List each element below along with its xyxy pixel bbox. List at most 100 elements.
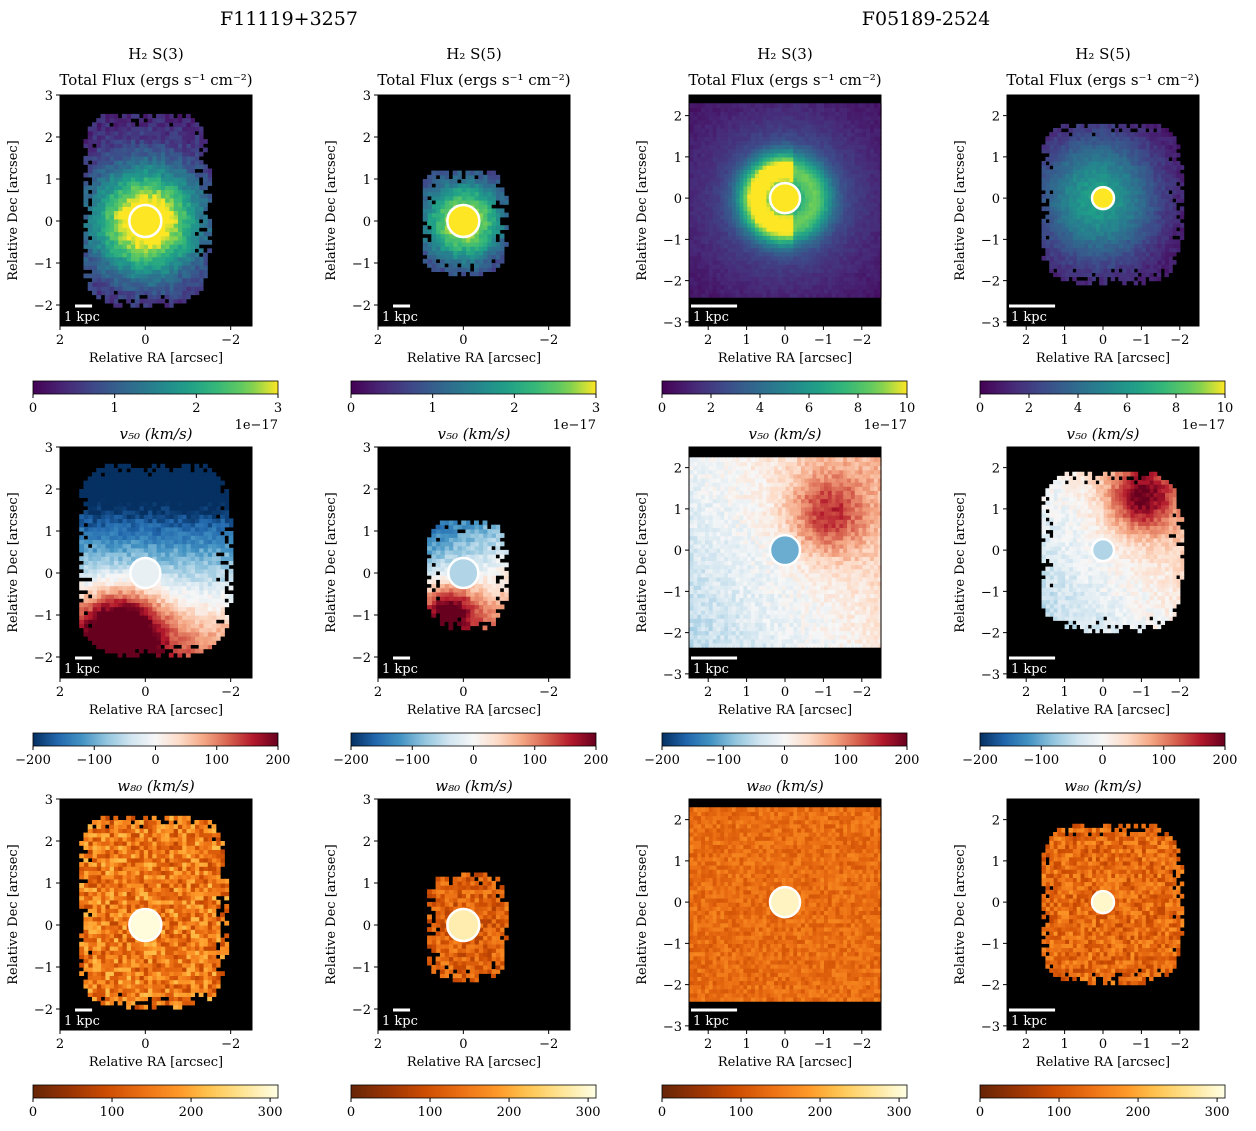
map-pixel bbox=[92, 277, 97, 283]
map-pixel bbox=[160, 227, 166, 233]
map-pixel bbox=[1110, 210, 1116, 216]
map-pixel bbox=[113, 113, 119, 119]
map-pixel bbox=[854, 148, 859, 154]
map-pixel bbox=[134, 281, 140, 287]
map-pixel bbox=[100, 176, 106, 182]
map-pixel bbox=[1129, 169, 1135, 174]
map-pixel bbox=[792, 227, 798, 232]
map-pixel bbox=[1145, 173, 1150, 179]
map-pixel bbox=[750, 169, 755, 174]
map-pixel bbox=[850, 107, 855, 113]
map-pixel bbox=[1091, 185, 1096, 191]
map-pixel bbox=[696, 276, 702, 282]
map-pixel bbox=[173, 151, 178, 157]
map-pixel bbox=[865, 107, 871, 113]
map-pixel bbox=[842, 231, 848, 236]
map-pixel bbox=[750, 280, 755, 286]
map-pixel bbox=[700, 239, 705, 245]
map-pixel bbox=[1126, 218, 1131, 224]
map-pixel bbox=[474, 237, 479, 243]
map-pixel bbox=[834, 165, 840, 170]
map-pixel bbox=[808, 214, 813, 220]
map-pixel bbox=[754, 185, 759, 191]
map-pixel bbox=[834, 202, 840, 207]
map-pixel bbox=[83, 139, 89, 144]
map-pixel bbox=[750, 222, 755, 228]
map-pixel bbox=[1137, 260, 1142, 265]
map-pixel bbox=[712, 288, 717, 294]
map-pixel bbox=[177, 252, 183, 258]
map-pixel bbox=[138, 168, 144, 174]
map-pixel bbox=[834, 148, 840, 154]
map-pixel bbox=[177, 227, 183, 233]
map-pixel bbox=[190, 218, 195, 224]
map-pixel bbox=[461, 179, 467, 184]
map-pixel bbox=[1095, 152, 1100, 158]
map-pixel bbox=[831, 189, 836, 195]
map-pixel bbox=[804, 198, 809, 203]
map-pixel bbox=[173, 168, 178, 174]
map-pixel bbox=[689, 185, 694, 191]
map-pixel bbox=[469, 237, 475, 243]
map-pixel bbox=[1168, 210, 1173, 216]
map-pixel bbox=[788, 272, 794, 278]
map-pixel bbox=[788, 107, 794, 113]
map-pixel bbox=[138, 248, 144, 254]
nucleus-marker bbox=[768, 181, 802, 215]
map-pixel bbox=[792, 173, 798, 179]
map-pixel bbox=[854, 198, 859, 203]
map-pixel bbox=[804, 284, 809, 290]
map-pixel bbox=[1126, 272, 1131, 278]
map-pixel bbox=[1141, 260, 1146, 265]
map-pixel bbox=[854, 284, 859, 290]
map-pixel bbox=[861, 235, 867, 240]
map-pixel bbox=[754, 115, 759, 121]
map-pixel bbox=[842, 185, 848, 191]
map-pixel bbox=[689, 136, 694, 141]
map-pixel bbox=[143, 134, 149, 140]
map-pixel bbox=[422, 225, 428, 230]
map-pixel bbox=[138, 235, 144, 241]
map-pixel bbox=[456, 258, 462, 264]
map-pixel bbox=[808, 161, 813, 166]
map-pixel bbox=[83, 160, 89, 165]
map-pixel bbox=[1172, 260, 1177, 265]
map-pixel bbox=[1099, 222, 1104, 228]
map-pixel bbox=[788, 293, 794, 298]
map-pixel bbox=[143, 168, 149, 174]
map-pixel bbox=[456, 170, 462, 176]
map-pixel bbox=[877, 185, 882, 191]
map-pixel bbox=[96, 185, 102, 191]
map-pixel bbox=[168, 189, 174, 195]
map-pixel bbox=[1099, 181, 1104, 187]
map-pixel bbox=[1110, 255, 1116, 261]
map-pixel bbox=[126, 298, 131, 304]
map-pixel bbox=[156, 134, 161, 140]
map-pixel bbox=[696, 284, 702, 290]
map-pixel bbox=[773, 107, 778, 113]
map-pixel bbox=[750, 185, 755, 191]
map-pixel bbox=[792, 280, 798, 286]
y-tick-label: 2 bbox=[45, 131, 53, 146]
map-pixel bbox=[478, 174, 484, 180]
map-pixel bbox=[834, 247, 840, 253]
map-pixel bbox=[100, 290, 106, 296]
map-pixel bbox=[689, 189, 694, 195]
map-pixel bbox=[815, 218, 821, 224]
map-pixel bbox=[143, 244, 149, 249]
map-pixel bbox=[727, 115, 732, 121]
map-pixel bbox=[1172, 239, 1177, 245]
map-pixel bbox=[168, 286, 174, 291]
map-pixel bbox=[138, 155, 144, 161]
map-pixel bbox=[194, 273, 200, 279]
map-pixel bbox=[156, 172, 161, 178]
map-pixel bbox=[696, 103, 702, 108]
map-pixel bbox=[1164, 210, 1169, 216]
map-pixel bbox=[819, 227, 824, 232]
map-pixel bbox=[143, 185, 149, 191]
map-pixel bbox=[109, 202, 114, 207]
map-pixel bbox=[850, 239, 855, 245]
map-pixel bbox=[156, 122, 161, 128]
map-pixel bbox=[1106, 264, 1112, 269]
